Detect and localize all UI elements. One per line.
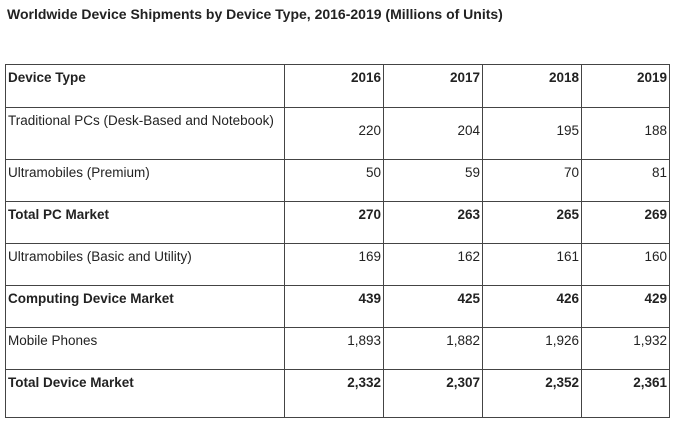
cell-value: 50 [284,159,384,202]
cell-value: 429 [581,285,670,328]
row-label: Ultramobiles (Premium) [5,159,285,202]
cell-value: 265 [482,201,582,244]
cell-value: 162 [383,243,483,286]
table-title: Worldwide Device Shipments by Device Typ… [7,6,503,22]
cell-value: 1,932 [581,327,670,370]
table-row: Traditional PCs (Desk-Based and Notebook… [5,107,670,160]
cell-value: 439 [284,285,384,328]
cell-value: 204 [383,107,483,160]
cell-value: 426 [482,285,582,328]
header-row: Device Type 2016 2017 2018 2019 [5,64,670,108]
cell-value: 2,352 [482,369,582,418]
cell-value: 195 [482,107,582,160]
row-label: Total PC Market [5,201,285,244]
table-row: Computing Device Market 439 425 426 429 [5,285,670,328]
cell-value: 81 [581,159,670,202]
cell-value: 169 [284,243,384,286]
row-label: Total Device Market [5,369,285,418]
cell-value: 59 [383,159,483,202]
cell-value: 425 [383,285,483,328]
row-label-text: Traditional PCs (Desk-Based and Notebook… [8,113,274,128]
shipments-table: Device Type 2016 2017 2018 2019 Traditio… [5,64,670,418]
row-label: Ultramobiles (Basic and Utility) [5,243,285,286]
cell-value: 1,926 [482,327,582,370]
header-year-2019: 2019 [581,64,670,108]
cell-value: 2,307 [383,369,483,418]
cell-value: 188 [581,107,670,160]
cell-value: 270 [284,201,384,244]
table-row: Total PC Market 270 263 265 269 [5,201,670,244]
cell-value: 2,361 [581,369,670,418]
cell-value: 2,332 [284,369,384,418]
table-row: Mobile Phones 1,893 1,882 1,926 1,932 [5,327,670,370]
cell-value: 220 [284,107,384,160]
header-year-2017: 2017 [383,64,483,108]
cell-value: 1,882 [383,327,483,370]
table-row: Total Device Market 2,332 2,307 2,352 2,… [5,369,670,418]
header-device-type: Device Type [5,64,285,108]
cell-value: 160 [581,243,670,286]
row-label: Computing Device Market [5,285,285,328]
cell-value: 1,893 [284,327,384,370]
cell-value: 161 [482,243,582,286]
header-year-2018: 2018 [482,64,582,108]
table-row: Ultramobiles (Basic and Utility) 169 162… [5,243,670,286]
row-label: Mobile Phones [5,327,285,370]
header-year-2016: 2016 [284,64,384,108]
row-label: Traditional PCs (Desk-Based and Notebook… [5,107,285,160]
cell-value: 263 [383,201,483,244]
cell-value: 269 [581,201,670,244]
table-row: Ultramobiles (Premium) 50 59 70 81 [5,159,670,202]
cell-value: 70 [482,159,582,202]
